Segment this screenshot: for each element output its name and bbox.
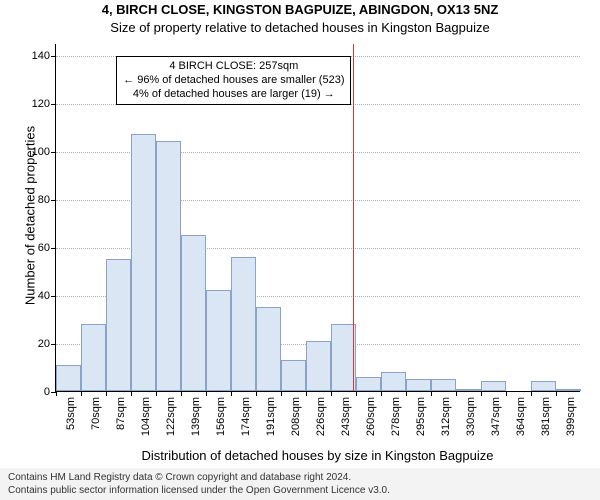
x-tick-label: 208sqm: [290, 397, 302, 436]
histogram-bar: [231, 257, 256, 391]
histogram-bar: [156, 141, 181, 391]
footer-line-1: Contains HM Land Registry data © Crown c…: [8, 471, 592, 484]
x-tick-label: 330sqm: [465, 397, 477, 436]
histogram-bar: [256, 307, 281, 391]
x-tick-mark: [206, 391, 207, 396]
x-tick-mark: [256, 391, 257, 396]
x-tick-label: 87sqm: [115, 397, 127, 430]
x-tick-label: 226sqm: [315, 397, 327, 436]
histogram-bar: [381, 372, 406, 391]
footer-attribution: Contains HM Land Registry data © Crown c…: [0, 468, 600, 500]
x-tick-mark: [481, 391, 482, 396]
histogram-bar: [406, 379, 431, 391]
x-tick-mark: [231, 391, 232, 396]
histogram-bar: [556, 389, 581, 391]
x-tick-label: 104sqm: [140, 397, 152, 436]
histogram-bar: [481, 381, 506, 391]
x-tick-mark: [56, 391, 57, 396]
histogram-bar: [531, 381, 556, 391]
x-tick-mark: [431, 391, 432, 396]
x-tick-mark: [81, 391, 82, 396]
y-tick-mark: [51, 152, 56, 153]
y-tick-mark: [51, 56, 56, 57]
annotation-larger: 4% of detached houses are larger (19) →: [123, 88, 344, 102]
y-tick-mark: [51, 296, 56, 297]
chart-title-line2: Size of property relative to detached ho…: [0, 20, 600, 35]
x-tick-mark: [381, 391, 382, 396]
histogram-bar: [206, 290, 231, 391]
histogram-bar: [56, 365, 81, 391]
footer-line-2: Contains public sector information licen…: [8, 484, 592, 497]
y-tick-mark: [51, 200, 56, 201]
histogram-bar: [456, 389, 481, 391]
figure: 4, BIRCH CLOSE, KINGSTON BAGPUIZE, ABING…: [0, 0, 600, 500]
y-axis-label: Number of detached properties: [23, 116, 38, 316]
histogram-bar: [181, 235, 206, 391]
x-tick-label: 364sqm: [515, 397, 527, 436]
x-tick-label: 260sqm: [365, 397, 377, 436]
x-tick-label: 70sqm: [90, 397, 102, 430]
x-tick-label: 243sqm: [340, 397, 352, 436]
x-tick-label: 156sqm: [215, 397, 227, 436]
histogram-bar: [106, 259, 131, 391]
marker-line: [353, 44, 354, 391]
histogram-bar: [281, 360, 306, 391]
x-tick-mark: [531, 391, 532, 396]
x-tick-label: 347sqm: [490, 397, 502, 436]
y-tick-mark: [51, 104, 56, 105]
x-tick-mark: [331, 391, 332, 396]
x-tick-label: 122sqm: [165, 397, 177, 436]
x-tick-label: 53sqm: [65, 397, 77, 430]
x-tick-mark: [181, 391, 182, 396]
x-tick-label: 381sqm: [540, 397, 552, 436]
plot-area: 02040608010012014053sqm70sqm87sqm104sqm1…: [55, 44, 580, 392]
x-tick-label: 174sqm: [240, 397, 252, 436]
y-tick-mark: [51, 248, 56, 249]
chart-title-line1: 4, BIRCH CLOSE, KINGSTON BAGPUIZE, ABING…: [0, 2, 600, 17]
histogram-bar: [131, 134, 156, 391]
x-tick-mark: [556, 391, 557, 396]
x-tick-mark: [306, 391, 307, 396]
x-tick-label: 278sqm: [390, 397, 402, 436]
histogram-bar: [356, 377, 381, 391]
marker-annotation: 4 BIRCH CLOSE: 257sqm← 96% of detached h…: [116, 56, 351, 105]
x-tick-mark: [131, 391, 132, 396]
x-tick-label: 399sqm: [565, 397, 577, 436]
x-tick-mark: [406, 391, 407, 396]
histogram-bar: [331, 324, 356, 391]
histogram-bar: [306, 341, 331, 391]
annotation-smaller: ← 96% of detached houses are smaller (52…: [123, 74, 344, 88]
annotation-title: 4 BIRCH CLOSE: 257sqm: [123, 60, 344, 74]
x-tick-mark: [106, 391, 107, 396]
x-tick-label: 295sqm: [415, 397, 427, 436]
x-tick-mark: [356, 391, 357, 396]
x-tick-label: 139sqm: [190, 397, 202, 436]
histogram-bar: [81, 324, 106, 391]
x-tick-mark: [506, 391, 507, 396]
x-tick-label: 312sqm: [440, 397, 452, 436]
x-tick-label: 191sqm: [265, 397, 277, 436]
histogram-bar: [431, 379, 456, 391]
x-tick-mark: [456, 391, 457, 396]
x-tick-mark: [156, 391, 157, 396]
x-tick-mark: [281, 391, 282, 396]
x-axis-label: Distribution of detached houses by size …: [55, 448, 580, 463]
y-tick-mark: [51, 344, 56, 345]
